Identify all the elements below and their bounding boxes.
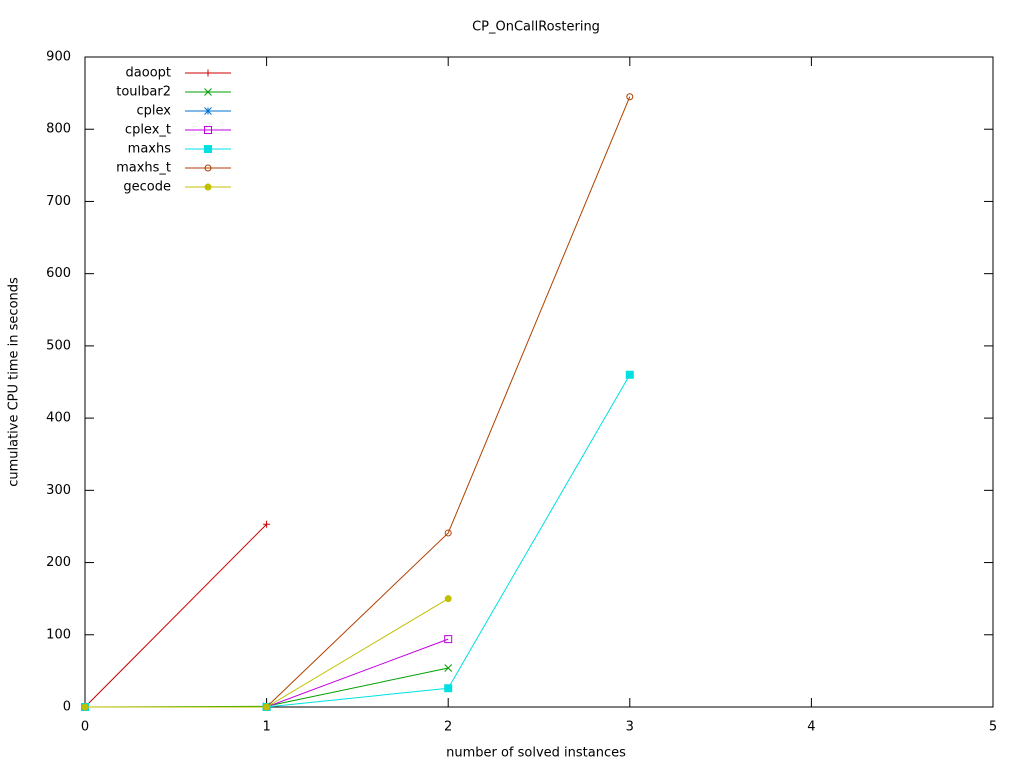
x-tick-label: 2 <box>444 720 452 735</box>
x-tick-label: 5 <box>989 720 997 735</box>
y-axis-label: cumulative CPU time in seconds <box>7 277 22 487</box>
marker <box>81 703 89 711</box>
x-tick-label: 1 <box>262 720 270 735</box>
y-tick-label: 900 <box>46 50 71 65</box>
chart-title: CP_OnCallRostering <box>472 20 600 35</box>
y-tick-label: 0 <box>63 700 71 715</box>
marker <box>263 703 271 711</box>
legend-marker <box>204 69 212 77</box>
legend-label: cplex_t <box>125 123 171 138</box>
marker <box>444 635 453 644</box>
marker <box>263 520 271 528</box>
x-tick-label: 4 <box>807 720 815 735</box>
marker <box>444 664 453 672</box>
y-tick-label: 700 <box>46 194 71 209</box>
y-tick-label: 100 <box>46 627 71 642</box>
legend-marker <box>204 107 212 115</box>
legend-label: cplex <box>137 104 172 119</box>
legend-marker <box>204 164 212 172</box>
legend-label: maxhs_t <box>116 161 171 176</box>
marker <box>444 595 452 603</box>
legend-label: gecode <box>123 180 171 195</box>
legend-label: daoopt <box>126 66 171 81</box>
legend-label: toulbar2 <box>116 85 171 100</box>
legend-marker <box>204 183 212 191</box>
x-tick-label: 3 <box>626 720 634 735</box>
x-tick-label: 0 <box>81 720 89 735</box>
y-tick-label: 300 <box>46 483 71 498</box>
marker <box>444 684 453 693</box>
y-tick-label: 500 <box>46 338 71 353</box>
marker <box>625 370 634 379</box>
plot-border <box>84 56 994 708</box>
legend-marker <box>204 126 212 134</box>
marker <box>626 93 634 101</box>
legend-label: maxhs <box>128 142 172 157</box>
x-axis-label: number of solved instances <box>446 746 626 761</box>
y-tick-label: 400 <box>46 411 71 426</box>
y-tick-label: 600 <box>46 266 71 281</box>
series-line <box>84 523 267 708</box>
y-tick-label: 200 <box>46 555 71 570</box>
marker <box>444 529 452 537</box>
y-tick-label: 800 <box>46 122 71 137</box>
legend-marker <box>204 88 212 96</box>
legend-marker <box>204 145 212 153</box>
